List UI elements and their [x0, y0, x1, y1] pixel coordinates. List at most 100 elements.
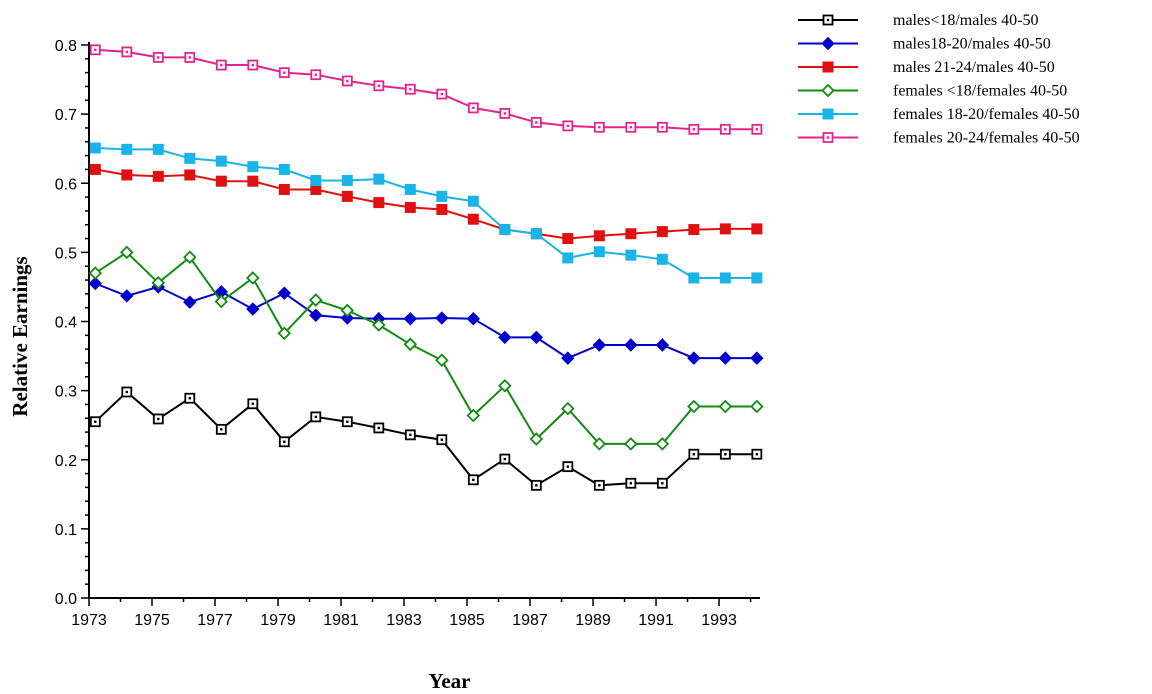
data-point [340, 303, 355, 318]
x-tick-label: 1989 [575, 612, 611, 629]
legend: males<18/males 40-50 males18-20/males 40-… [798, 12, 1080, 147]
data-point-center [724, 453, 727, 456]
data-point [718, 399, 733, 414]
series-1 [88, 276, 764, 365]
data-point-center [220, 428, 223, 431]
data-point [247, 161, 259, 173]
legend-item: males<18/males 40-50 [798, 12, 1038, 29]
data-point [592, 338, 607, 352]
series-line [95, 168, 757, 240]
data-point-center [157, 417, 160, 421]
data-point [89, 163, 101, 175]
data-point [88, 276, 103, 291]
data-point-center [409, 88, 412, 91]
data-point [121, 169, 133, 181]
data-point [152, 143, 164, 155]
data-point [341, 174, 353, 186]
data-point-center [472, 106, 475, 110]
series-0 [89, 386, 763, 491]
data-point [278, 163, 290, 175]
data-point [822, 61, 834, 73]
data-point-center [251, 63, 255, 67]
data-point [655, 338, 670, 352]
data-point [821, 83, 835, 98]
data-point [498, 379, 512, 393]
data-point [215, 155, 227, 167]
data-point-center [598, 484, 601, 487]
data-point [750, 399, 764, 414]
series-3 [88, 245, 764, 451]
data-point [277, 326, 292, 341]
data-point [215, 175, 227, 187]
data-point [467, 195, 479, 207]
data-point [436, 190, 448, 202]
legend-label: males<18/males 40-50 [893, 12, 1038, 29]
data-point [822, 108, 834, 120]
data-point [593, 246, 605, 258]
data-point [310, 174, 322, 186]
data-point [718, 351, 733, 365]
data-point-center [629, 126, 633, 129]
legend-label: males 21-24/males 40-50 [893, 59, 1055, 76]
series-layer [88, 44, 764, 491]
data-point [625, 228, 637, 240]
legend-item: females <18/females 40-50 [798, 83, 1067, 100]
data-point-center [440, 438, 444, 441]
data-point-center [661, 482, 664, 485]
data-point-center [566, 465, 570, 468]
data-point [435, 311, 449, 325]
data-point [466, 408, 481, 423]
data-point [309, 293, 323, 307]
data-point-center [598, 126, 601, 129]
data-point [403, 312, 418, 326]
data-point [656, 253, 668, 265]
data-point [624, 437, 638, 451]
data-point [561, 351, 575, 365]
data-point-center [377, 426, 381, 430]
series-line [95, 147, 757, 279]
data-point [719, 272, 731, 284]
data-point [373, 197, 385, 209]
data-point [247, 175, 259, 187]
data-point [372, 318, 386, 332]
data-point-center [409, 433, 412, 437]
data-point-center [157, 56, 160, 59]
data-point [152, 170, 164, 182]
data-point [624, 338, 638, 352]
y-tick-label: 0.5 [55, 245, 77, 262]
data-point [467, 213, 479, 225]
legend-label: males18-20/males 40-50 [893, 36, 1051, 53]
data-point [404, 183, 416, 195]
y-tick-label: 0.2 [55, 453, 77, 470]
data-point [120, 289, 134, 303]
data-point [183, 295, 197, 309]
data-point-center [692, 128, 696, 131]
data-point [184, 169, 196, 181]
data-point-center [314, 415, 318, 419]
data-point [436, 204, 448, 216]
data-point-center [472, 478, 475, 481]
data-point [593, 230, 605, 242]
x-tick-label: 1975 [134, 612, 170, 629]
series-line [94, 390, 757, 487]
data-point-center [346, 79, 349, 83]
x-tick-label: 1981 [323, 612, 359, 629]
data-point-center [503, 457, 507, 461]
data-point [120, 245, 134, 260]
legend-item: males 21-24/males 40-50 [798, 59, 1055, 76]
data-point [341, 190, 353, 202]
data-point [246, 271, 260, 285]
data-point-center [535, 121, 538, 124]
data-point [498, 330, 512, 345]
data-point [89, 142, 101, 154]
y-tick-label: 0.8 [55, 38, 77, 55]
data-point-center [94, 420, 97, 423]
data-point-center [503, 112, 507, 115]
data-point-center [220, 63, 223, 67]
data-point [562, 252, 574, 264]
data-point-center [826, 136, 830, 139]
data-point [529, 330, 544, 345]
data-point [655, 437, 670, 451]
data-point-center [661, 126, 664, 129]
